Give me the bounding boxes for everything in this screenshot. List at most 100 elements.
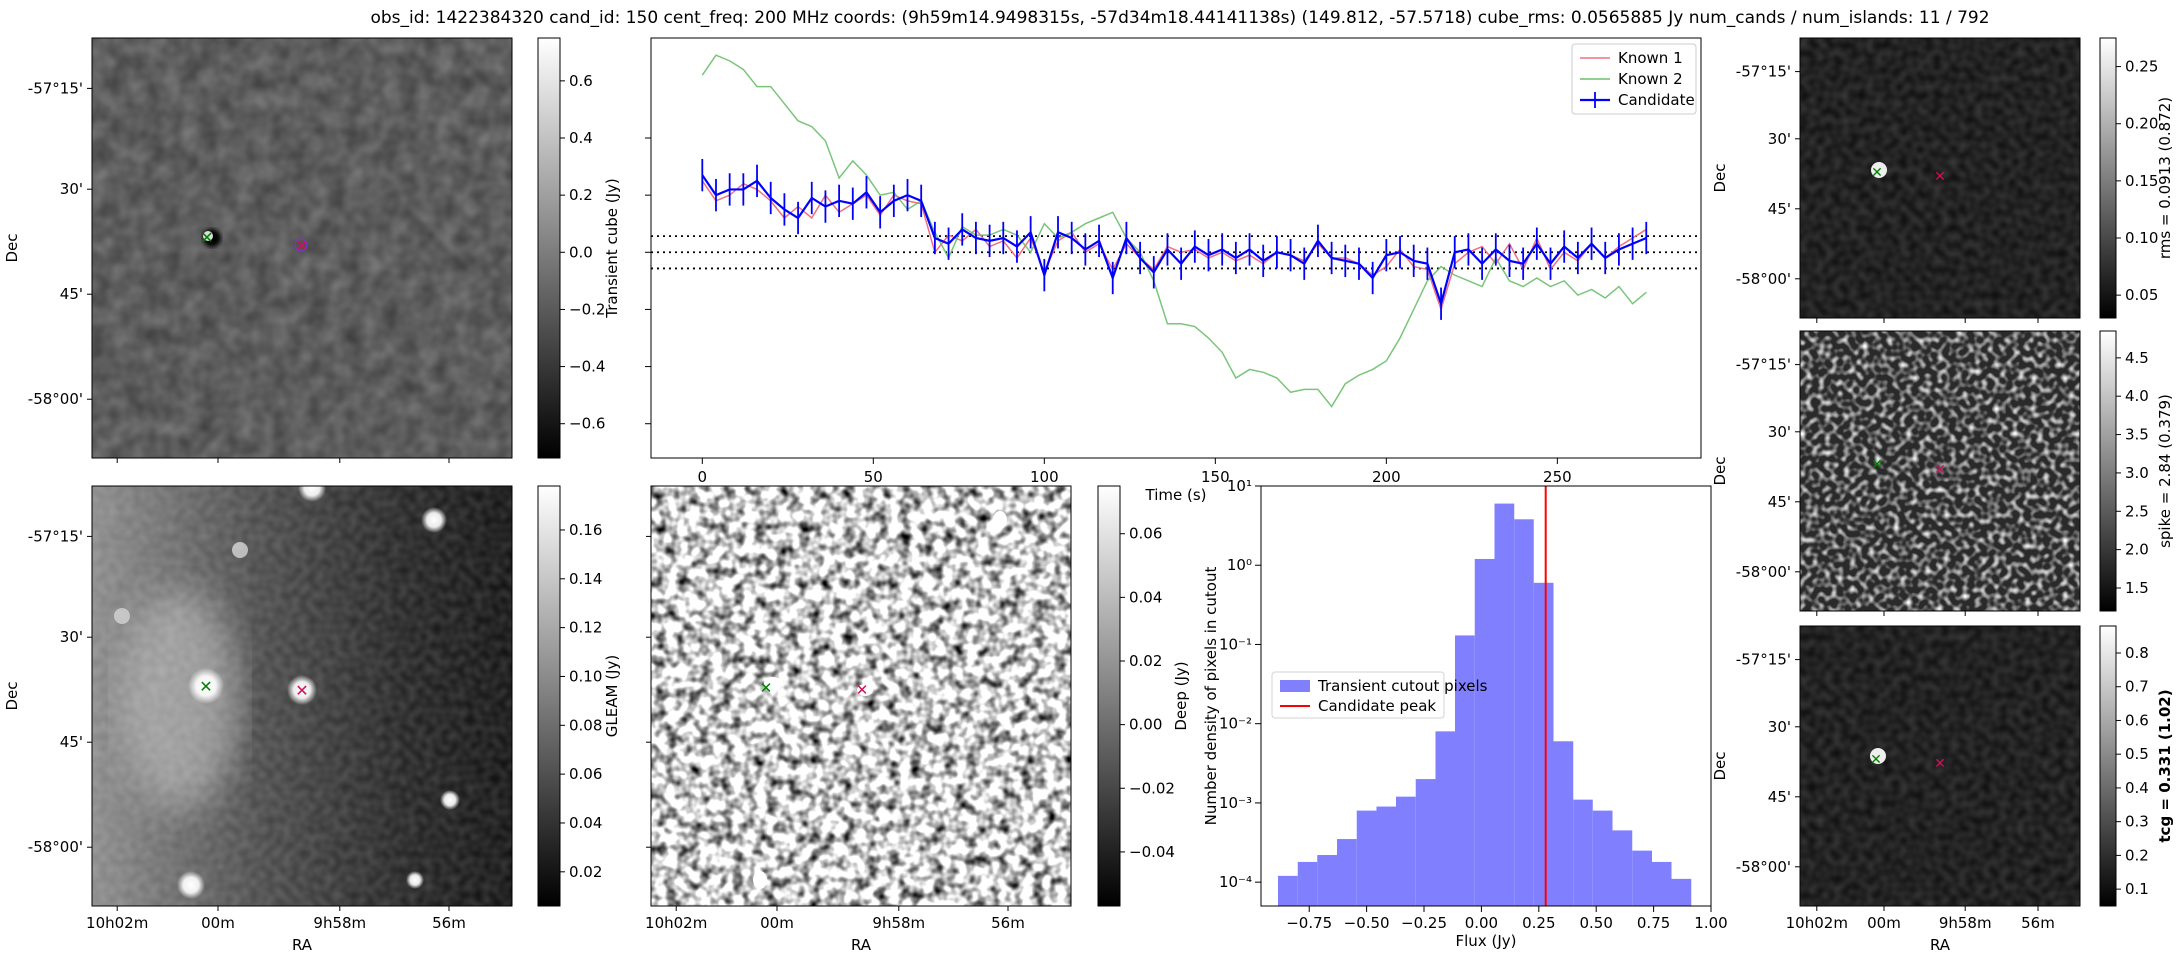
deep-cutout-panel: ✕ ✕: [650, 485, 1072, 907]
known-marker-icon: ✕: [1871, 457, 1883, 473]
histogram-bar: [1632, 850, 1652, 906]
deep-source: [764, 677, 782, 691]
deep-colorbar-label: Deep (Jy): [1172, 661, 1190, 730]
colorbar-tick-label: −0.4: [569, 358, 605, 376]
colorbar-tick-label: 0.25: [2125, 58, 2158, 76]
colorbar-tick-label: 0.05: [2125, 286, 2158, 304]
colorbar-tick-label: 0.02: [1129, 652, 1162, 670]
histogram-bar: [1514, 519, 1534, 906]
colorbar-tick-label: 0.08: [569, 716, 602, 734]
candidate-marker-icon: ✕: [1934, 756, 1946, 772]
tcg-source: [1870, 748, 1886, 764]
candidate-marker-icon: ✕: [1934, 462, 1946, 478]
colorbar-tick-label: −0.02: [1129, 779, 1175, 797]
x-tick-label: 250: [1543, 468, 1572, 486]
dec-tick-label: -57°15': [28, 79, 83, 97]
legend-label: Candidate: [1618, 91, 1695, 109]
x-tick-label: 0: [698, 468, 708, 486]
dec-tick-label: 30': [1768, 423, 1791, 441]
colorbar-tick-label: 4.0: [2125, 387, 2149, 405]
colorbar-tick-label: 0.10: [2125, 229, 2158, 247]
gleam-source: [287, 675, 317, 705]
colorbar-tick-label: 0.8: [2125, 644, 2149, 662]
legend-label: Candidate peak: [1318, 697, 1436, 715]
histogram-bar: [1336, 839, 1357, 906]
dec-tick-label: 30': [1768, 718, 1791, 736]
dec-tick-label: 30': [60, 180, 83, 198]
colorbar-tick-label: 0.04: [569, 814, 602, 832]
colorbar-tick-label: 0.10: [569, 667, 602, 685]
histogram-bar: [1592, 810, 1613, 906]
histogram-bar: [1455, 635, 1475, 906]
colorbar-tick-label: −0.2: [569, 300, 605, 318]
deep-source: [753, 871, 767, 889]
x-tick-label: 0.75: [1637, 914, 1670, 932]
gleam-source: [114, 608, 130, 624]
dec-tick-label: -57°15': [28, 527, 83, 545]
colorbar-tick-label: 3.0: [2125, 464, 2149, 482]
dec-axis-label: Dec: [1711, 751, 1729, 780]
dec-axis-label: Dec: [1711, 456, 1729, 485]
dec-tick-label: 45': [60, 733, 83, 751]
dec-tick-label: -57°15': [1736, 651, 1791, 669]
x-tick-label: 0.25: [1522, 914, 1555, 932]
legend-box: [1271, 671, 1445, 719]
x-tick-label: 150: [1201, 468, 1230, 486]
dec-tick-label: -57°15': [1736, 356, 1791, 374]
ra-axis-label: RA: [1930, 936, 1951, 954]
colorbar-tick-label: 3.5: [2125, 426, 2149, 444]
colorbar-tick-label: 0.06: [1129, 525, 1162, 543]
x-tick-label: 1.00: [1694, 914, 1727, 932]
ra-axis-label: RA: [851, 936, 872, 954]
legend-label: Known 1: [1618, 49, 1683, 67]
colorbar-tick-label: 2.0: [2125, 541, 2149, 559]
ra-tick-label: 10h02m: [645, 914, 707, 932]
colorbar-tick-label: 0.4: [569, 129, 593, 147]
colorbar-tick-label: 0.12: [569, 619, 602, 637]
dec-tick-label: 30': [1768, 130, 1791, 148]
dec-tick-label: -57°15': [1736, 63, 1791, 81]
y-tick-label: 10¹: [1227, 477, 1252, 495]
legend-swatch: [1280, 680, 1310, 692]
ra-tick-label: 56m: [991, 914, 1025, 932]
y-tick-label: 10⁻²: [1219, 715, 1252, 733]
tcg-colorbar: [2099, 625, 2117, 907]
colorbar-tick-label: 0.4: [2125, 779, 2149, 797]
dec-tick-label: 30': [60, 628, 83, 646]
dec-axis-label: Dec: [1711, 163, 1729, 192]
dec-tick-label: -58°00': [28, 838, 83, 856]
tcg-cutout-panel: ✕ ✕: [1799, 625, 2081, 907]
light-curve-chart: 0 50 100 150 200 250 Time (s) Known 1 Known 2 C…: [645, 37, 1702, 504]
ra-axis-label: RA: [292, 936, 313, 954]
deep-source: [993, 511, 1007, 529]
colorbar-tick-label: 0.3: [2125, 813, 2149, 831]
colorbar-tick-label: 0.00: [1129, 716, 1162, 734]
dec-tick-label: -58°00': [1736, 563, 1791, 581]
dec-tick-label: 45': [1768, 788, 1791, 806]
gleam-source: [177, 871, 205, 899]
known-marker-icon: ✕: [200, 228, 213, 247]
gleam-colorbar-label: GLEAM (Jy): [603, 655, 621, 737]
colorbar-tick-label: 0.2: [2125, 846, 2149, 864]
light-curve-frame: [650, 37, 1702, 459]
candidate-circle: [294, 238, 308, 252]
ra-tick-label: 56m: [2021, 914, 2055, 932]
x-tick-label: 50: [864, 468, 883, 486]
candidate-marker-icon: ✕: [1934, 169, 1946, 185]
gleam-frame: [91, 485, 513, 907]
ra-tick-label: 10h02m: [1786, 914, 1848, 932]
colorbar-tick-label: 2.5: [2125, 502, 2149, 520]
transient-colorbar-label: Transient cube (Jy): [603, 178, 621, 318]
legend-label: Transient cutout pixels: [1317, 677, 1488, 695]
colorbar-tick-label: 1.5: [2125, 579, 2149, 597]
histogram-bar: [1573, 799, 1593, 906]
y-tick-label: 10⁻⁴: [1219, 873, 1252, 891]
ra-tick-label: 00m: [760, 914, 794, 932]
histogram-bar: [1533, 582, 1554, 906]
colorbar-tick-label: 0.6: [2125, 711, 2149, 729]
spike-noise: [1800, 331, 2080, 611]
spike-cutout-panel: ✕ ✕: [1799, 330, 2081, 612]
x-tick-label: −0.50: [1344, 914, 1390, 932]
histogram-bar: [1277, 875, 1298, 906]
histogram-bar: [1671, 878, 1692, 906]
